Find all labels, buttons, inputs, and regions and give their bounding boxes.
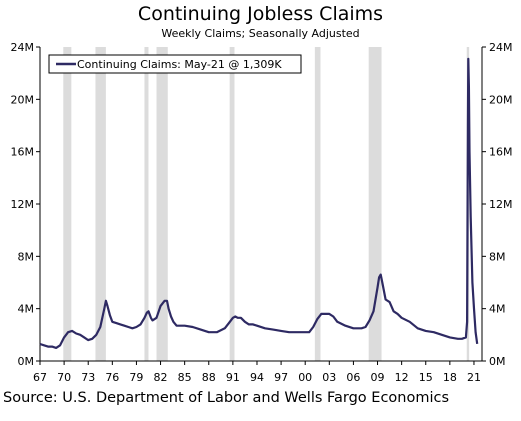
recession-band [314,47,321,361]
y-tick-label-right: 20M [489,93,513,106]
recession-band [95,47,106,361]
source-note: Source: U.S. Department of Labor and Wel… [3,390,450,406]
recession-bands [63,47,470,361]
y-axis-right: 0M 4M 8M 12M 16M 20M 24M [482,41,513,368]
x-tick-label: 79 [129,371,143,384]
x-tick-label: 73 [81,371,95,384]
x-tick-label: 94 [250,371,264,384]
y-axis-left: 0M 4M 8M 12M 16M 20M 24M [11,41,40,368]
x-tick-label: 91 [226,371,240,384]
y-tick-label-right: 0M [489,355,506,368]
chart-subtitle: Weekly Claims; Seasonally Adjusted [161,27,360,40]
x-tick-label: 12 [395,371,409,384]
y-tick-label-left: 16M [11,146,35,159]
y-tick-label-left: 4M [18,303,35,316]
y-tick-label-left: 8M [18,250,35,263]
x-tick-label: 09 [371,371,385,384]
x-tick-label: 82 [154,371,168,384]
axes [39,47,483,362]
series-layer [39,57,479,349]
x-tick-label: 18 [443,371,457,384]
x-tick-label: 00 [298,371,312,384]
recession-band [368,47,382,361]
recession-band [229,47,235,361]
recession-band [144,47,149,361]
x-tick-label: 88 [202,371,216,384]
x-tick-label: 67 [33,371,47,384]
x-tick-label: 03 [322,371,336,384]
legend-label: Continuing Claims: May-21 @ 1,309K [77,58,282,71]
y-tick-label-right: 24M [489,41,513,54]
x-tick-label: 97 [274,371,288,384]
recession-band [63,47,72,361]
x-tick-label: 06 [346,371,360,384]
x-tick-label: 21 [467,371,481,384]
y-tick-label-right: 8M [489,250,506,263]
x-tick-label: 15 [419,371,433,384]
x-tick-label: 70 [57,371,71,384]
x-axis: 67 70 73 76 79 82 85 88 91 94 97 00 03 06 09 12 15 18 21 [33,361,481,384]
y-tick-label-left: 20M [11,93,35,106]
legend-box [48,54,302,74]
y-tick-label-right: 12M [489,198,513,211]
y-tick-label-left: 12M [11,198,35,211]
chart-title: Continuing Jobless Claims [137,3,384,25]
x-tick-label: 76 [105,371,119,384]
series-line-continuing-claims [39,57,479,349]
recession-band [156,47,168,361]
y-tick-label-left: 0M [18,355,35,368]
y-tick-label-left: 24M [11,41,35,54]
y-tick-label-right: 4M [489,303,506,316]
y-tick-label-right: 16M [489,146,513,159]
legend: Continuing Claims: May-21 @ 1,309K [48,54,302,74]
x-tick-label: 85 [178,371,192,384]
